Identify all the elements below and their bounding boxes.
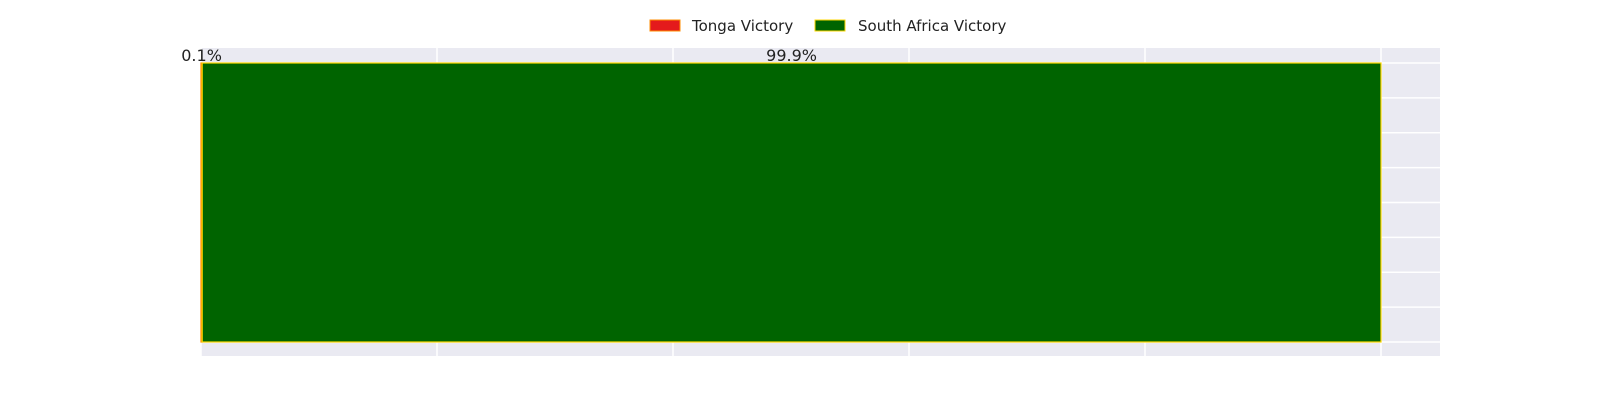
legend-label-tonga: Tonga Victory: [691, 17, 793, 35]
label-layer: 0.1% 99.9%: [181, 46, 817, 65]
legend-swatch-tonga: [649, 19, 681, 32]
legend: Tonga Victory South Africa Victory: [649, 17, 1006, 35]
bar-south-africa-victory: [201, 62, 1382, 343]
legend-label-south-africa: South Africa Victory: [858, 17, 1006, 35]
legend-swatch-south-africa: [814, 19, 846, 32]
bar-layer: [200, 62, 1382, 343]
data-label-south-africa: 99.9%: [766, 46, 817, 65]
data-label-tonga: 0.1%: [181, 46, 222, 65]
